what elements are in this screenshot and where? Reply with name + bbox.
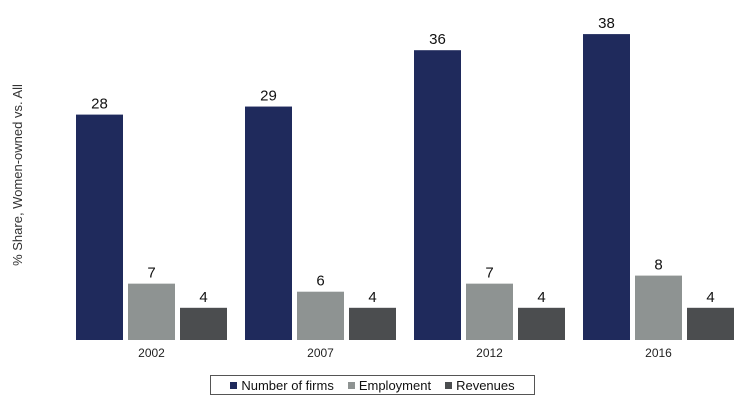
x-tick-label-2016: 2016: [645, 346, 672, 360]
bar-employment-2016: [635, 275, 682, 340]
data-label-number-of-firms-2007: 29: [260, 88, 277, 105]
data-label-number-of-firms-2012: 36: [429, 31, 446, 48]
data-labels-group: 28 7 4 29 6 4 36 7 4 38 8 4: [91, 15, 715, 306]
y-axis-label: % Share, Women-owned vs. All: [10, 84, 25, 266]
data-label-employment-2002: 7: [147, 265, 155, 282]
bar-revenues-2016: [687, 307, 734, 340]
data-label-employment-2016: 8: [654, 257, 662, 274]
legend-swatch-employment: [347, 381, 355, 389]
data-label-employment-2012: 7: [485, 265, 493, 282]
bar-revenues-2007: [349, 307, 396, 340]
bar-number-of-firms-2002: [76, 114, 123, 340]
data-label-revenues-2012: 4: [537, 289, 545, 306]
data-label-number-of-firms-2002: 28: [91, 96, 108, 113]
x-tick-label-2002: 2002: [138, 346, 165, 360]
bar-employment-2002: [128, 283, 175, 340]
legend: Number of firms Employment Revenues: [210, 375, 535, 395]
bar-revenues-2002: [180, 307, 227, 340]
legend-label-revenues: Revenues: [456, 377, 515, 393]
legend-label-number-of-firms: Number of firms: [241, 377, 334, 393]
legend-item-revenues: Revenues: [445, 378, 515, 393]
bar-number-of-firms-2012: [414, 50, 461, 340]
legend-label-employment: Employment: [358, 377, 432, 393]
bar-number-of-firms-2016: [583, 34, 630, 340]
legend-item-number-of-firms: Number of firms: [230, 377, 334, 393]
legend-swatch-number-of-firms: [230, 381, 238, 389]
bars-group: [76, 34, 734, 340]
data-label-number-of-firms-2016: 38: [598, 15, 615, 32]
legend-item-employment: Employment: [347, 377, 432, 393]
bar-number-of-firms-2007: [245, 106, 292, 340]
x-tick-labels-group: 2002 2007 2012 2016: [138, 346, 672, 360]
bar-employment-2007: [297, 291, 344, 340]
x-tick-label-2012: 2012: [476, 346, 503, 360]
x-tick-label-2007: 2007: [307, 346, 334, 360]
data-label-revenues-2016: 4: [706, 289, 714, 306]
data-label-revenues-2007: 4: [368, 289, 376, 306]
data-label-employment-2007: 6: [316, 273, 324, 290]
legend-swatch-revenues: [445, 381, 453, 389]
data-label-revenues-2002: 4: [199, 289, 207, 306]
bar-employment-2012: [466, 283, 513, 340]
bar-revenues-2012: [518, 307, 565, 340]
